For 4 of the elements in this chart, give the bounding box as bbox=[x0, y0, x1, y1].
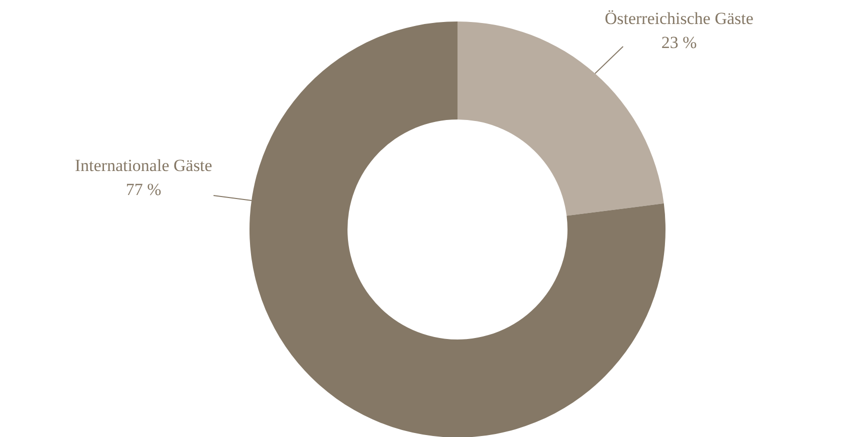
slice-label: Österreichische Gäste bbox=[604, 8, 754, 28]
slice-label: Internationale Gäste bbox=[74, 156, 212, 176]
data-label: 23 % bbox=[661, 32, 697, 52]
data-label: 77 % bbox=[126, 180, 162, 200]
